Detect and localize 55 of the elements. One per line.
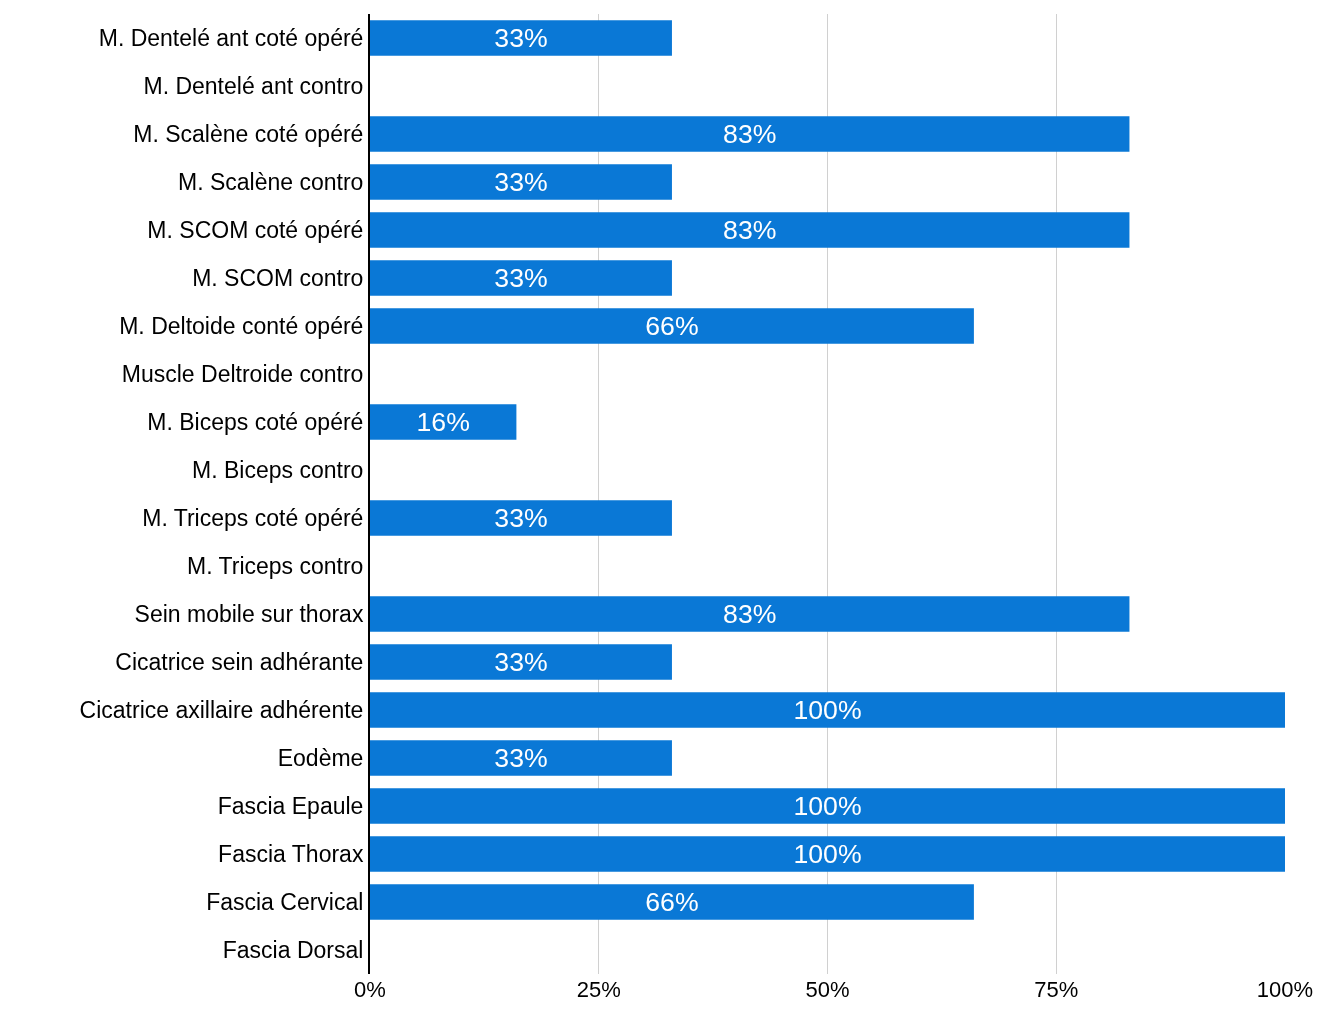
y-tick-label: M. Triceps coté opéré [142,505,364,532]
y-tick-label: M. SCOM coté opéré [147,217,364,244]
y-tick-label: M. SCOM contro [192,265,364,292]
bar [370,692,1285,728]
bar [370,212,1130,248]
y-tick-label: M. Biceps contro [192,457,364,484]
data-label: 16% [416,407,470,438]
y-tick-label: Cicatrice axillaire adhérente [79,697,364,724]
x-tick-label: 25% [576,977,621,1002]
y-tick-label: M. Dentelé ant contro [143,73,364,100]
y-tick-label: M. Dentelé ant coté opéré [98,25,364,52]
y-tick-label: Eodème [277,745,364,772]
data-label: 33% [494,503,548,534]
data-label: 100% [793,839,862,870]
bar [370,116,1130,152]
data-label: 83% [723,215,777,246]
x-tick-label: 75% [1034,977,1079,1002]
y-tick-label: M. Deltoide conté opéré [119,313,364,340]
bar [370,740,672,776]
data-label: 33% [494,23,548,54]
y-tick-label: M. Triceps contro [187,553,364,580]
data-label: 33% [494,743,548,774]
bar [370,164,672,200]
y-tick-label: M. Scalène contro [178,169,364,196]
x-tick-label: 0% [354,977,386,1002]
y-tick-label: Fascia Epaule [217,793,364,820]
data-label: 83% [723,599,777,630]
bar [370,404,517,440]
data-label: 83% [723,119,777,150]
bar [370,836,1285,872]
y-tick-label: Cicatrice sein adhérante [115,649,364,676]
bar [370,260,672,296]
bar [370,20,672,56]
bar [370,596,1130,632]
y-tick-label: Fascia Cervical [206,889,364,916]
y-tick-label: Sein mobile sur thorax [134,601,364,628]
x-tick-label: 100% [1256,977,1314,1002]
x-tick-label: 50% [805,977,850,1002]
bar [370,788,1285,824]
bar [370,500,672,536]
y-tick-label: M. Biceps coté opéré [147,409,364,436]
bar [370,308,974,344]
data-label: 66% [645,887,699,918]
y-tick-label: Muscle Deltroide contro [121,361,364,388]
y-tick-label: Fascia Dorsal [222,937,364,964]
y-tick-label: M. Scalène coté opéré [133,121,364,148]
data-label: 66% [645,311,699,342]
y-tick-label: Fascia Thorax [218,841,364,868]
data-label: 33% [494,167,548,198]
data-label: 33% [494,647,548,678]
data-label: 100% [793,695,862,726]
data-label: 33% [494,263,548,294]
bar [370,884,974,920]
bar [370,644,672,680]
data-label: 100% [793,791,862,822]
